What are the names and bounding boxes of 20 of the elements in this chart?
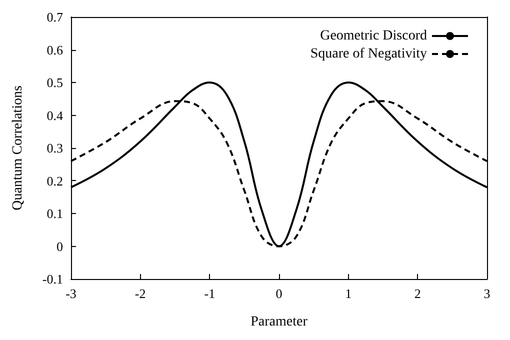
- x-tick-label: -2: [134, 286, 146, 301]
- x-tick-label: 1: [345, 286, 352, 301]
- x-tick-label: 0: [276, 286, 282, 301]
- legend-label: Square of Negativity: [310, 46, 427, 62]
- x-tick-label: -3: [66, 286, 76, 301]
- y-tick-label: 0.4: [46, 108, 64, 123]
- y-tick-label: -0.1: [42, 272, 63, 286]
- x-tick-label: -1: [204, 286, 216, 301]
- y-axis-title: Quantum Correlations: [10, 86, 26, 210]
- y-tick-label: 0.3: [46, 140, 63, 156]
- legend-label: Geometric Discord: [320, 28, 427, 44]
- x-axis-title: Parameter: [250, 314, 308, 330]
- x-tick-label: 2: [414, 286, 421, 301]
- y-tick-label: 0.5: [46, 75, 63, 90]
- y-tick-label: 0.6: [46, 42, 64, 58]
- y-tick-label: 0.7: [46, 10, 64, 24]
- y-tick-label: 0.2: [46, 173, 63, 188]
- y-tick-label: 0.1: [46, 206, 63, 221]
- y-tick-label: 0: [56, 238, 63, 254]
- x-tick-label: 3: [484, 286, 490, 301]
